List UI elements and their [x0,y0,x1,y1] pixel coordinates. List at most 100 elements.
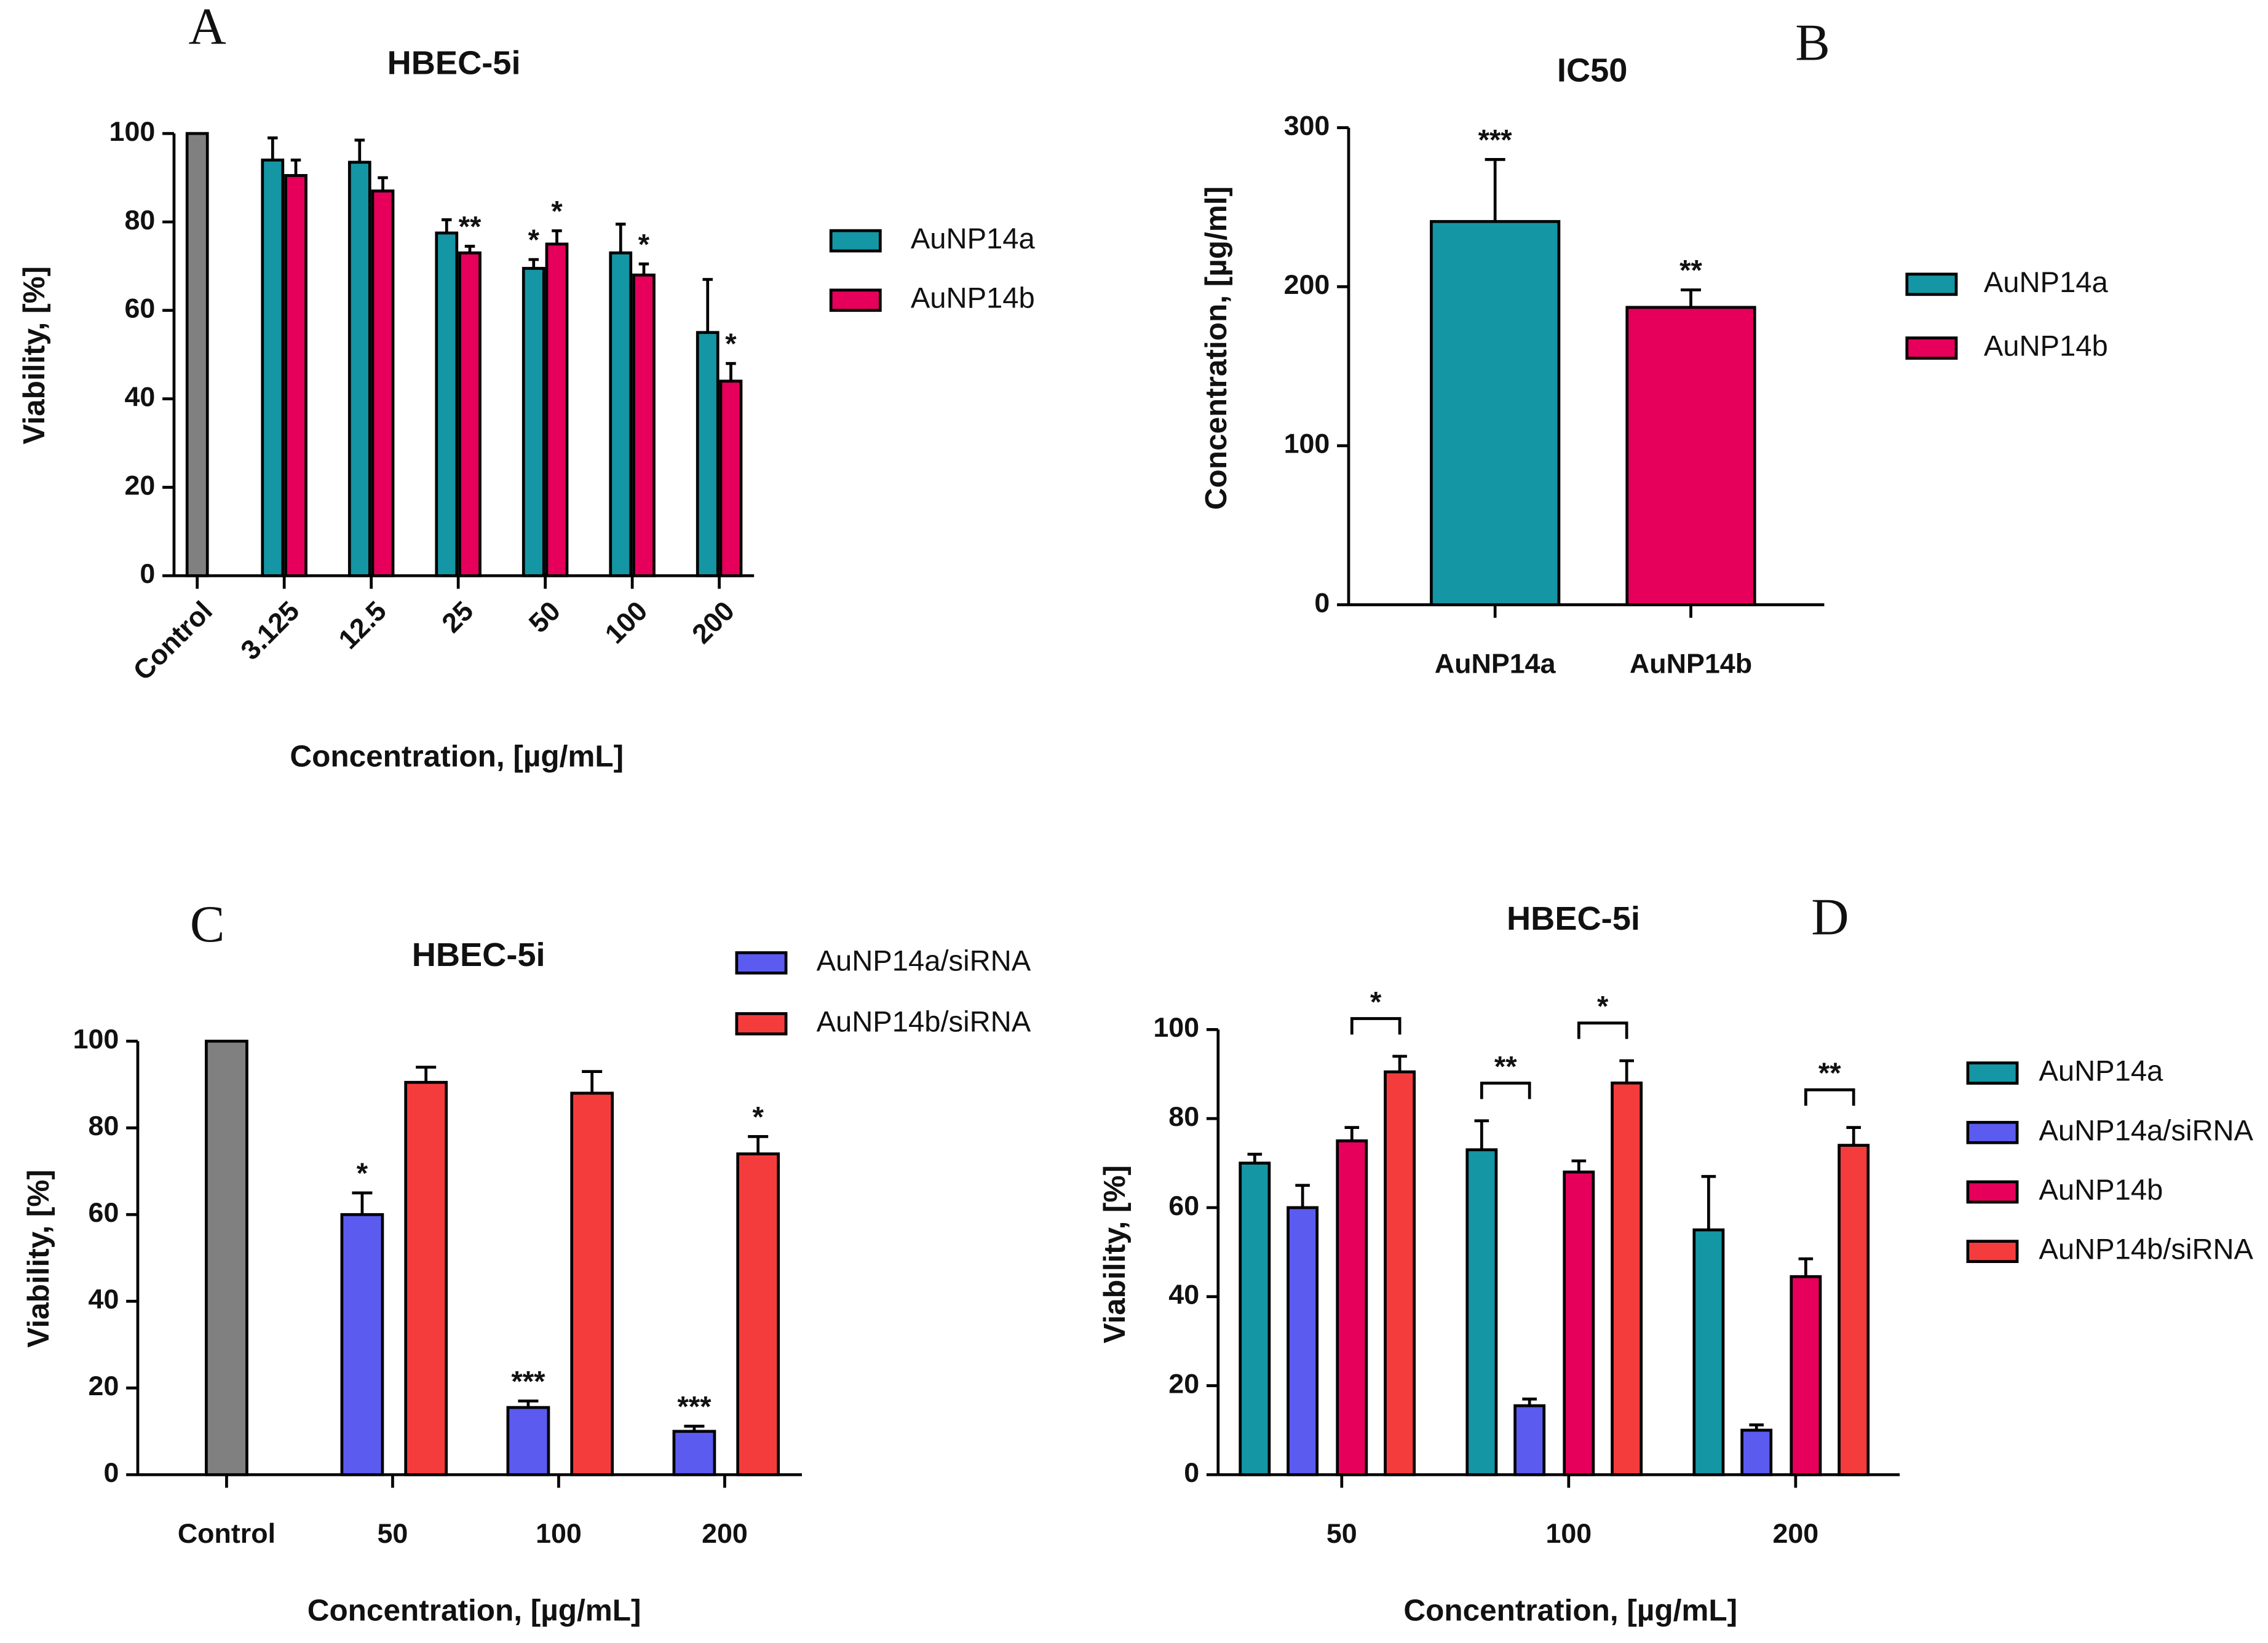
y-tick-label: 100 [109,116,156,147]
y-tick-label: 0 [1314,587,1330,618]
y-tick-label: 40 [124,381,155,412]
x-tick-label: Control [178,1518,276,1549]
error-bar [416,1066,437,1083]
x-tick-label: 200 [702,1518,748,1549]
y-tick-label: 0 [103,1457,119,1488]
error-bar [1485,158,1505,222]
x-tick-label: 100 [599,595,653,649]
x-tick-label: 25 [436,595,480,639]
y-tick-label: 20 [89,1371,119,1401]
significance-label: *** [677,1390,712,1422]
legend-label: AuNP14b [911,282,1035,314]
error-bar [528,258,539,269]
legend-swatch [735,951,788,975]
comparison-label: * [1597,990,1609,1023]
error-bar [684,1424,705,1431]
legend-swatch [1905,336,1958,360]
significance-label: * [357,1157,368,1189]
significance-label: * [725,327,737,360]
y-axis-label: Concentration, [µg/ml] [1199,186,1233,510]
y-tick-label: 40 [89,1284,119,1315]
y-tick-label: 20 [124,470,155,501]
bar [1838,1144,1870,1476]
legend-label: AuNP14b/siRNA [817,1005,1031,1037]
bar [545,242,569,577]
bar [1513,1404,1546,1476]
bar [1287,1206,1319,1476]
bar [371,189,395,577]
y-tick-label: 200 [1284,269,1330,300]
comparison-bracket [1577,1021,1628,1039]
panel-letter: D [1811,888,1849,946]
significance-label: *** [511,1365,545,1398]
bar [696,331,720,577]
error-bar [290,158,301,176]
x-tick-label: Control [127,595,218,686]
x-axis-label: Concentration, [µg/mL] [307,1593,641,1627]
bar [570,1091,614,1476]
error-bar [1344,1126,1360,1141]
chart-title: HBEC-5i [1507,900,1640,937]
error-bar [268,136,278,160]
y-tick-label: 0 [140,558,155,589]
legend-swatch [829,288,882,312]
legend-label: AuNP14a [2039,1055,2163,1087]
y-tick-label: 20 [1168,1368,1199,1399]
bar [284,174,307,577]
bar [205,1039,248,1476]
bar [1692,1228,1725,1476]
bar [632,273,656,577]
error-bar [615,223,626,253]
bar [185,132,209,577]
bar [404,1080,448,1476]
y-tick-label: 100 [1153,1012,1199,1043]
y-tick-label: 60 [89,1197,119,1228]
bar [719,379,743,577]
x-tick-label: 200 [686,595,740,649]
legend-swatch [735,1012,788,1035]
error-bar [352,1191,373,1215]
legend-label: AuNP14b/siRNA [2039,1233,2253,1265]
error-bar [582,1070,603,1093]
error-bar [442,218,452,233]
x-axis-label: Concentration, [µg/mL] [290,740,624,774]
legend-swatch [1966,1240,2019,1264]
panel-letter: B [1795,14,1830,71]
significance-label: ** [459,210,482,243]
bar [521,267,545,577]
legend-label: AuNP14b [2039,1173,2163,1206]
y-axis-label: Viability, [%] [17,266,51,445]
bar [736,1152,780,1476]
error-bar [1749,1423,1764,1430]
bar [435,231,459,577]
comparison-bracket [1804,1088,1855,1106]
error-bar [1701,1174,1716,1230]
legend-label: AuNP14a [1984,266,2109,298]
y-axis-label: Viability, [%] [1098,1165,1132,1344]
significance-label: *** [1478,124,1513,156]
x-tick-label: 50 [378,1518,408,1549]
error-bar [1798,1257,1814,1277]
bar [1465,1148,1498,1476]
bar [261,158,285,577]
y-tick-label: 300 [1284,110,1330,141]
chart-title: HBEC-5i [412,936,545,973]
error-bar [726,362,736,381]
legend-swatch [1905,272,1958,296]
significance-label: * [638,228,650,260]
bar [1563,1170,1595,1476]
chart-title: IC50 [1557,52,1628,89]
error-bar [1474,1119,1489,1150]
bar [347,160,371,577]
error-bar [1522,1397,1537,1406]
panel-letter: A [189,0,226,56]
bar [1384,1070,1416,1476]
comparison-label: ** [1818,1056,1841,1089]
y-tick-label: 80 [124,205,155,236]
error-bar [378,176,388,191]
legend-swatch [1966,1061,2019,1085]
error-bar [464,245,475,253]
bar [1336,1139,1368,1476]
significance-label: * [752,1101,764,1133]
